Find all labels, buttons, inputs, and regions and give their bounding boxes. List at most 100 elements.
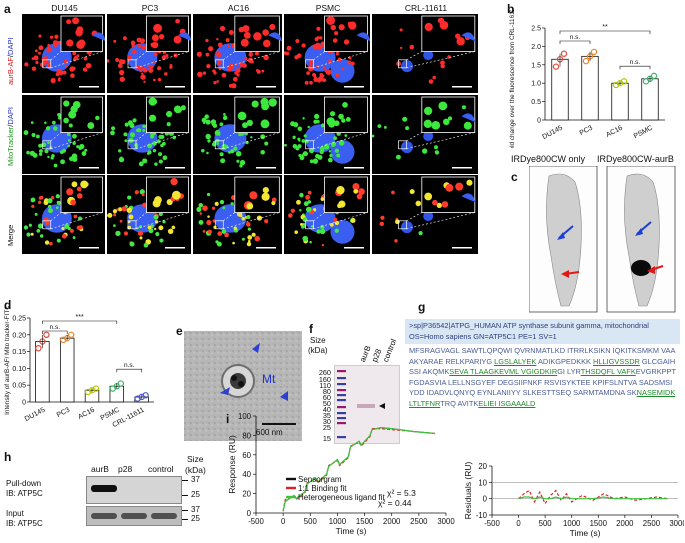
lane-label: control: [381, 337, 399, 364]
signal-dot: [312, 158, 319, 164]
legend-label: 1:1 Binding fit: [298, 484, 347, 493]
inset-dot: [237, 111, 247, 121]
signal-dot: [81, 151, 87, 156]
signal-dot: [23, 225, 29, 230]
signal-dot: [30, 197, 36, 203]
blot-row-antibody: IB: ATP5C: [6, 519, 43, 528]
signal-dot: [46, 48, 51, 53]
micrograph: [284, 95, 370, 174]
signal-dot: [49, 241, 53, 246]
scale-bar: [165, 167, 185, 169]
signal-dot: [418, 231, 423, 236]
signal-dot: [256, 69, 261, 74]
inset-dot: [441, 201, 449, 208]
signal-dot: [208, 46, 214, 52]
inset-dot: [328, 120, 336, 128]
signal-dot: [197, 71, 203, 78]
panel-i-label: i: [226, 412, 230, 426]
signal-dot: [216, 38, 219, 41]
signal-dot: [440, 60, 445, 66]
roi-box: [127, 59, 137, 69]
gel-canvas: [337, 370, 385, 439]
signal-dot: [303, 134, 307, 138]
signal-dot: [301, 43, 306, 48]
blot-row-antibody: IB: ATP5C: [6, 489, 43, 498]
signal-dot: [251, 232, 256, 237]
signal-dot: [34, 212, 38, 216]
marker-label: 37: [191, 475, 200, 484]
column-header: DU145: [51, 3, 78, 13]
signal-dot: [64, 223, 70, 229]
panel-b-label: b: [507, 2, 515, 16]
signal-dot: [47, 204, 52, 209]
signal-dot: [47, 155, 50, 159]
micrograph-canvas: [284, 96, 368, 169]
identified-peptide: NASEMIDK LTLTFNR: [409, 388, 676, 408]
signal-dot: [434, 150, 440, 155]
signal-dot: [226, 66, 232, 72]
signal-dot: [139, 69, 143, 73]
x-tick-label: 2500: [643, 519, 661, 528]
zoom-guide: [313, 51, 368, 69]
signal-dot: [26, 150, 30, 155]
signal-dot: [199, 212, 203, 215]
nucleus: [400, 221, 413, 234]
signal-dot: [128, 214, 134, 220]
zoom-guide: [406, 132, 475, 150]
inset-dot: [175, 106, 182, 114]
data-point: [590, 48, 598, 56]
lane-label: aurB: [91, 464, 109, 474]
signal-dot: [232, 76, 238, 82]
signal-dot: [217, 42, 223, 48]
y-tick-label: 60: [242, 451, 251, 460]
signal-dot: [78, 216, 82, 221]
column-header: PC3: [141, 3, 159, 13]
scale-bar: [344, 167, 364, 169]
signal-dot: [319, 228, 326, 235]
signal-dot: [216, 241, 222, 247]
marker-label: 30: [322, 417, 331, 426]
inset-dot: [455, 33, 461, 39]
signal-dot: [153, 214, 159, 220]
signal-dot: [154, 162, 158, 166]
panel-g-header: >sp|P36542|ATPG_HUMAN ATP synthase subun…: [405, 319, 680, 344]
x-axis-label: Time (s): [570, 528, 601, 538]
ladder-band: [337, 417, 346, 420]
signal-dot: [113, 224, 116, 227]
panel-e-mt-label: Mt: [262, 372, 276, 386]
inset-dot: [438, 17, 445, 24]
inset-dot: [76, 40, 85, 49]
data-point: [142, 392, 149, 399]
inset-dot: [338, 113, 344, 120]
signal-dot: [286, 45, 292, 51]
inset-dot: [438, 101, 448, 111]
signal-dot: [347, 60, 352, 65]
signal-dot: [66, 132, 71, 137]
signal-dot: [204, 114, 209, 119]
signal-dot: [201, 148, 205, 153]
inset-dot: [180, 105, 186, 111]
signal-dot: [314, 37, 319, 42]
micrograph: [193, 175, 282, 254]
signal-dot: [139, 236, 143, 240]
signal-dot: [152, 61, 155, 65]
y-tick-label: 10: [478, 478, 487, 487]
signal-dot: [60, 159, 66, 165]
signal-dot: [380, 215, 385, 220]
scale-bar: [452, 247, 472, 249]
ladder-band: [337, 406, 346, 409]
signal-dot: [85, 62, 92, 69]
panel-e-scale-label: 600 nm: [256, 428, 283, 437]
signal-dot: [38, 51, 41, 55]
signal-dot: [313, 77, 319, 83]
signal-dot: [205, 38, 209, 43]
inset-dot: [68, 110, 77, 119]
inset-dot: [461, 105, 466, 110]
signal-dot: [394, 239, 398, 243]
signal-dot: [304, 80, 309, 85]
signal-dot: [201, 117, 207, 123]
sequence-segment: ADIKGPEDKKK: [536, 356, 594, 366]
panel-h-label: h: [4, 450, 12, 464]
y-tick-label: 2.0: [531, 44, 541, 51]
